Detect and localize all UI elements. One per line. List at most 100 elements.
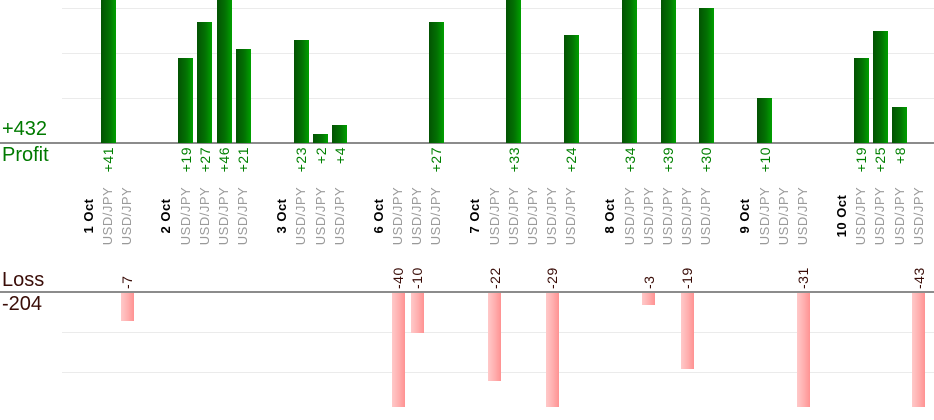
x-axis-symbol-label: USD/JPY bbox=[331, 186, 347, 246]
profit-bar bbox=[622, 0, 638, 143]
profit-bar bbox=[313, 134, 329, 143]
profit-gridline bbox=[62, 98, 934, 99]
x-axis-symbol-label: USD/JPY bbox=[177, 186, 193, 246]
profit-value-label: +21 bbox=[235, 147, 252, 173]
profit-bar bbox=[660, 0, 676, 143]
profit-bar bbox=[216, 0, 232, 143]
loss-bar bbox=[410, 293, 424, 333]
profit-bar bbox=[698, 8, 714, 143]
loss-bar bbox=[488, 293, 502, 381]
x-axis-symbol-label: USD/JPY bbox=[486, 186, 502, 246]
x-axis-symbol-label: USD/JPY bbox=[910, 186, 926, 246]
loss-value-label: -7 bbox=[119, 275, 136, 289]
profit-value-label: +19 bbox=[177, 147, 194, 173]
x-axis-date-label: 3 Oct bbox=[274, 198, 290, 234]
loss-value-label: -22 bbox=[486, 267, 503, 289]
profit-value-label: +34 bbox=[621, 147, 638, 173]
profit-series-label: Profit bbox=[2, 144, 49, 166]
loss-axis-line bbox=[0, 291, 934, 293]
x-axis-symbol-label: USD/JPY bbox=[640, 186, 656, 246]
x-axis-symbol-label: USD/JPY bbox=[119, 186, 135, 246]
profit-value-label: +4 bbox=[331, 147, 348, 164]
x-axis-symbol-label: USD/JPY bbox=[853, 186, 869, 246]
x-axis-symbol-label: USD/JPY bbox=[505, 186, 521, 246]
x-axis-symbol-label: USD/JPY bbox=[795, 186, 810, 246]
x-axis-symbol-label: USD/JPY bbox=[679, 186, 695, 246]
profit-bar bbox=[506, 0, 522, 143]
profit-value-label: +2 bbox=[312, 147, 329, 164]
profit-bar bbox=[178, 57, 194, 143]
loss-bar bbox=[545, 293, 559, 407]
profit-value-label: +46 bbox=[216, 147, 232, 173]
x-axis-symbol-label: USD/JPY bbox=[428, 186, 444, 246]
loss-bar bbox=[120, 293, 134, 321]
x-axis-symbol-label: USD/JPY bbox=[293, 186, 309, 246]
loss-bar bbox=[796, 293, 810, 407]
x-axis-symbol-label: USD/JPY bbox=[409, 186, 425, 246]
profit-bar bbox=[872, 30, 888, 143]
profit-bar bbox=[757, 98, 773, 143]
x-axis-symbol-label: USD/JPY bbox=[216, 186, 231, 246]
profit-bar bbox=[293, 39, 309, 143]
x-axis-symbol-label: USD/JPY bbox=[525, 186, 540, 246]
profit-axis-line bbox=[0, 142, 934, 144]
x-axis-date-label: 8 Oct bbox=[602, 198, 618, 234]
loss-total-label: -204 bbox=[2, 293, 43, 315]
x-axis-symbol-label: USD/JPY bbox=[312, 186, 328, 246]
loss-value-label: -3 bbox=[640, 275, 657, 289]
profit-value-label: +8 bbox=[891, 147, 908, 164]
loss-value-label: -40 bbox=[390, 267, 406, 289]
x-axis-symbol-label: USD/JPY bbox=[196, 186, 212, 246]
profit-bar bbox=[235, 48, 251, 143]
profit-gridline bbox=[62, 8, 934, 9]
profit-value-label: +30 bbox=[698, 147, 715, 173]
x-axis-date-label: 10 Oct bbox=[834, 194, 849, 238]
x-axis-symbol-label: USD/JPY bbox=[235, 186, 251, 246]
loss-bar bbox=[912, 293, 926, 407]
profit-value-label: +27 bbox=[428, 147, 445, 173]
profit-value-label: +23 bbox=[293, 147, 310, 173]
loss-value-label: -31 bbox=[795, 267, 811, 289]
x-axis-date-label: 9 Oct bbox=[737, 198, 753, 234]
x-axis-symbol-label: USD/JPY bbox=[872, 186, 888, 246]
loss-bar bbox=[680, 293, 694, 369]
x-axis-symbol-label: USD/JPY bbox=[621, 186, 637, 246]
loss-bar bbox=[391, 293, 405, 407]
profit-bar bbox=[197, 21, 213, 143]
x-axis-symbol-label: USD/JPY bbox=[756, 186, 772, 246]
profit-bar bbox=[563, 35, 579, 143]
profit-value-label: +10 bbox=[756, 147, 773, 173]
x-axis-date-label: 7 Oct bbox=[467, 198, 483, 234]
profit-gridline bbox=[62, 53, 934, 54]
profit-bar bbox=[892, 107, 908, 143]
x-axis-symbol-label: USD/JPY bbox=[660, 186, 675, 246]
loss-bar bbox=[642, 293, 656, 305]
profit-bar bbox=[332, 125, 348, 143]
x-axis-symbol-label: USD/JPY bbox=[100, 186, 116, 246]
profit-total-label: +432 bbox=[2, 118, 48, 140]
profit-bar bbox=[100, 0, 116, 143]
profit-value-label: +41 bbox=[100, 147, 117, 173]
x-axis-date-label: 1 Oct bbox=[81, 198, 96, 234]
x-axis-symbol-label: USD/JPY bbox=[544, 186, 560, 246]
x-axis-symbol-label: USD/JPY bbox=[563, 186, 579, 246]
x-axis-date-label: 6 Oct bbox=[370, 198, 386, 234]
x-axis-symbol-label: USD/JPY bbox=[390, 186, 405, 246]
x-axis-symbol-label: USD/JPY bbox=[698, 186, 714, 246]
profit-value-label: +33 bbox=[505, 147, 522, 173]
loss-value-label: -19 bbox=[679, 267, 696, 289]
loss-value-label: -29 bbox=[544, 267, 561, 289]
x-axis-date-label: 2 Oct bbox=[158, 198, 174, 234]
loss-value-label: -10 bbox=[409, 267, 426, 289]
loss-series-label: Loss bbox=[2, 269, 45, 291]
profit-bar bbox=[853, 57, 869, 143]
profit-value-label: +24 bbox=[563, 147, 580, 173]
loss-value-label: -43 bbox=[910, 267, 927, 289]
profit-value-label: +27 bbox=[196, 147, 213, 173]
x-axis-symbol-label: USD/JPY bbox=[775, 186, 791, 246]
profit-value-label: +19 bbox=[853, 147, 870, 173]
profit-value-label: +25 bbox=[872, 147, 889, 173]
x-axis-symbol-label: USD/JPY bbox=[891, 186, 907, 246]
profit-value-label: +39 bbox=[660, 147, 676, 173]
